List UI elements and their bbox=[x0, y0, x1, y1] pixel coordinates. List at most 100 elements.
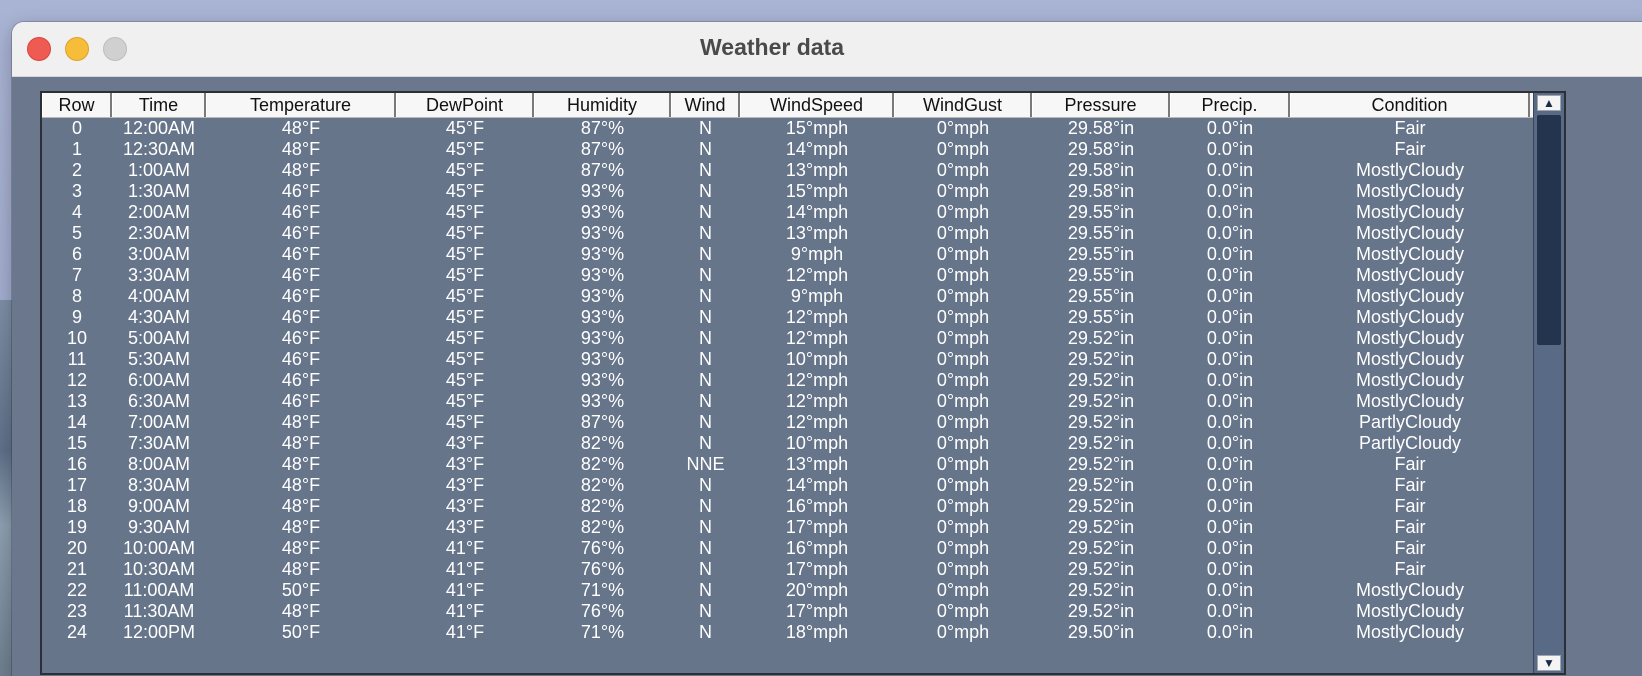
table-row[interactable]: 0 12:00AM 48°F 45°F 87°% N 15°mph 0°mph 29.58°in… bbox=[42, 118, 1530, 139]
table-cell: 17 bbox=[66, 475, 88, 495]
minimize-button[interactable] bbox=[65, 37, 89, 61]
table-cell: 46°F bbox=[281, 202, 321, 222]
table-cell: 0.0°in bbox=[1206, 286, 1254, 306]
table-row[interactable]: 12 6:00AM 46°F 45°F 93°% N 12°mph 0°mph 29.52°in… bbox=[42, 370, 1530, 391]
table-body[interactable]: 0 12:00AM 48°F 45°F 87°% N 15°mph 0°mph 29.58°in… bbox=[42, 118, 1530, 643]
table-cell: 3 bbox=[71, 181, 82, 201]
column-header-row[interactable]: Row bbox=[42, 93, 112, 117]
table-cell: 5:30AM bbox=[127, 349, 191, 369]
table-cell: 29.58°in bbox=[1067, 160, 1135, 180]
table-row[interactable]: 4 2:00AM 46°F 45°F 93°% N 14°mph 0°mph 29.55°in 0… bbox=[42, 202, 1530, 223]
table-cell: 0.0°in bbox=[1206, 496, 1254, 516]
table-cell: 48°F bbox=[281, 139, 321, 159]
table-row[interactable]: 9 4:30AM 46°F 45°F 93°% N 12°mph 0°mph 29.55°in 0… bbox=[42, 307, 1530, 328]
table-row[interactable]: 3 1:30AM 46°F 45°F 93°% N 15°mph 0°mph 29.58°in 0… bbox=[42, 181, 1530, 202]
table-cell: 48°F bbox=[281, 475, 321, 495]
title-bar[interactable]: Weather data bbox=[12, 22, 1642, 77]
table-cell: 12:00PM bbox=[122, 622, 196, 642]
table-row[interactable]: 21 10:30AM 48°F 41°F 76°% N 17°mph 0°mph 29.52°i… bbox=[42, 559, 1530, 580]
table-row[interactable]: 6 3:00AM 46°F 45°F 93°% N 9°mph 0°mph 29.55°in 0.… bbox=[42, 244, 1530, 265]
scroll-thumb[interactable] bbox=[1537, 115, 1561, 345]
table-cell: 22 bbox=[66, 580, 88, 600]
table-cell: 9 bbox=[71, 307, 82, 327]
column-header-windspeed[interactable]: WindSpeed bbox=[740, 93, 894, 117]
table-cell: PartlyCloudy bbox=[1358, 412, 1462, 432]
table-cell: 41°F bbox=[445, 538, 485, 558]
table-cell: 9°mph bbox=[790, 286, 844, 306]
table-cell: 14°mph bbox=[785, 202, 849, 222]
table-row[interactable]: 23 11:30AM 48°F 41°F 76°% N 17°mph 0°mph 29.52°i… bbox=[42, 601, 1530, 622]
table-row[interactable]: 2 1:00AM 48°F 45°F 87°% N 13°mph 0°mph 29.58°in 0… bbox=[42, 160, 1530, 181]
table-row[interactable]: 18 9:00AM 48°F 43°F 82°% N 16°mph 0°mph 29.52°in… bbox=[42, 496, 1530, 517]
table-cell: N bbox=[699, 139, 712, 159]
table-cell: 87°% bbox=[580, 412, 625, 432]
table-row[interactable]: 5 2:30AM 46°F 45°F 93°% N 13°mph 0°mph 29.55°in 0… bbox=[42, 223, 1530, 244]
table-cell: 45°F bbox=[445, 307, 485, 327]
column-header-wind[interactable]: Wind bbox=[671, 93, 740, 117]
table-cell: N bbox=[699, 580, 712, 600]
weather-table[interactable]: Row Time Temperature DewPoint Humidity Wind Wi… bbox=[40, 91, 1566, 675]
table-cell: 48°F bbox=[281, 538, 321, 558]
table-cell: 13°mph bbox=[785, 223, 849, 243]
table-cell: MostlyCloudy bbox=[1355, 160, 1465, 180]
table-cell: 12°mph bbox=[785, 412, 849, 432]
table-cell: 18°mph bbox=[785, 622, 849, 642]
table-row[interactable]: 22 11:00AM 50°F 41°F 71°% N 20°mph 0°mph 29.52°i… bbox=[42, 580, 1530, 601]
table-cell: 0.0°in bbox=[1206, 412, 1254, 432]
table-cell: 0°mph bbox=[936, 496, 990, 516]
table-row[interactable]: 17 8:30AM 48°F 43°F 82°% N 14°mph 0°mph 29.52°in… bbox=[42, 475, 1530, 496]
table-cell: 76°% bbox=[580, 538, 625, 558]
column-header-dewpoint[interactable]: DewPoint bbox=[396, 93, 534, 117]
column-header-pressure[interactable]: Pressure bbox=[1032, 93, 1170, 117]
table-cell: 82°% bbox=[580, 454, 625, 474]
table-cell: 0.0°in bbox=[1206, 622, 1254, 642]
column-header-condition[interactable]: Condition bbox=[1290, 93, 1530, 117]
column-header-temperature[interactable]: Temperature bbox=[206, 93, 396, 117]
table-cell: 1:30AM bbox=[127, 181, 191, 201]
column-header-time[interactable]: Time bbox=[112, 93, 206, 117]
zoom-button[interactable] bbox=[103, 37, 127, 61]
vertical-scrollbar[interactable]: ▲ ▼ bbox=[1533, 93, 1564, 673]
table-cell: 5:00AM bbox=[127, 328, 191, 348]
table-cell: 12:00AM bbox=[122, 118, 196, 138]
table-cell: 0°mph bbox=[936, 265, 990, 285]
table-cell: N bbox=[699, 433, 712, 453]
table-row[interactable]: 14 7:00AM 48°F 45°F 87°% N 12°mph 0°mph 29.52°in… bbox=[42, 412, 1530, 433]
column-header-humidity[interactable]: Humidity bbox=[534, 93, 671, 117]
table-cell: Fair bbox=[1394, 454, 1426, 474]
table-row[interactable]: 10 5:00AM 46°F 45°F 93°% N 12°mph 0°mph 29.52°in… bbox=[42, 328, 1530, 349]
scroll-down-icon[interactable]: ▼ bbox=[1537, 655, 1561, 671]
table-cell: 29.52°in bbox=[1067, 580, 1135, 600]
table-cell: 48°F bbox=[281, 433, 321, 453]
scroll-up-icon[interactable]: ▲ bbox=[1537, 95, 1561, 111]
table-row[interactable]: 13 6:30AM 46°F 45°F 93°% N 12°mph 0°mph 29.52°in… bbox=[42, 391, 1530, 412]
table-row[interactable]: 7 3:30AM 46°F 45°F 93°% N 12°mph 0°mph 29.55°in 0… bbox=[42, 265, 1530, 286]
table-cell: 93°% bbox=[580, 370, 625, 390]
table-cell: 8 bbox=[71, 286, 82, 306]
table-cell: N bbox=[699, 412, 712, 432]
table-cell: 46°F bbox=[281, 244, 321, 264]
table-cell: 14°mph bbox=[785, 139, 849, 159]
column-header-precip[interactable]: Precip. bbox=[1170, 93, 1290, 117]
table-cell: MostlyCloudy bbox=[1355, 181, 1465, 201]
table-row[interactable]: 15 7:30AM 48°F 43°F 82°% N 10°mph 0°mph 29.52°in… bbox=[42, 433, 1530, 454]
table-row[interactable]: 16 8:00AM 48°F 43°F 82°% NNE 13°mph 0°mph 29.52°… bbox=[42, 454, 1530, 475]
table-row[interactable]: 1 12:30AM 48°F 45°F 87°% N 14°mph 0°mph 29.58°in… bbox=[42, 139, 1530, 160]
table-cell: N bbox=[699, 265, 712, 285]
table-cell: 0°mph bbox=[936, 370, 990, 390]
table-cell: MostlyCloudy bbox=[1355, 391, 1465, 411]
table-row[interactable]: 19 9:30AM 48°F 43°F 82°% N 17°mph 0°mph 29.52°in… bbox=[42, 517, 1530, 538]
close-button[interactable] bbox=[27, 37, 51, 61]
table-row[interactable]: 11 5:30AM 46°F 45°F 93°% N 10°mph 0°mph 29.52°in… bbox=[42, 349, 1530, 370]
table-cell: 0.0°in bbox=[1206, 454, 1254, 474]
table-cell: 29.52°in bbox=[1067, 328, 1135, 348]
table-cell: 18 bbox=[66, 496, 88, 516]
table-cell: Fair bbox=[1394, 559, 1426, 579]
table-row[interactable]: 8 4:00AM 46°F 45°F 93°% N 9°mph 0°mph 29.55°in 0.… bbox=[42, 286, 1530, 307]
column-header-windgust[interactable]: WindGust bbox=[894, 93, 1032, 117]
table-cell: 45°F bbox=[445, 391, 485, 411]
table-row[interactable]: 20 10:00AM 48°F 41°F 76°% N 16°mph 0°mph 29.52°i… bbox=[42, 538, 1530, 559]
table-cell: 24 bbox=[66, 622, 88, 642]
table-row[interactable]: 24 12:00PM 50°F 41°F 71°% N 18°mph 0°mph 29.50°i… bbox=[42, 622, 1530, 643]
table-cell: 0.0°in bbox=[1206, 118, 1254, 138]
